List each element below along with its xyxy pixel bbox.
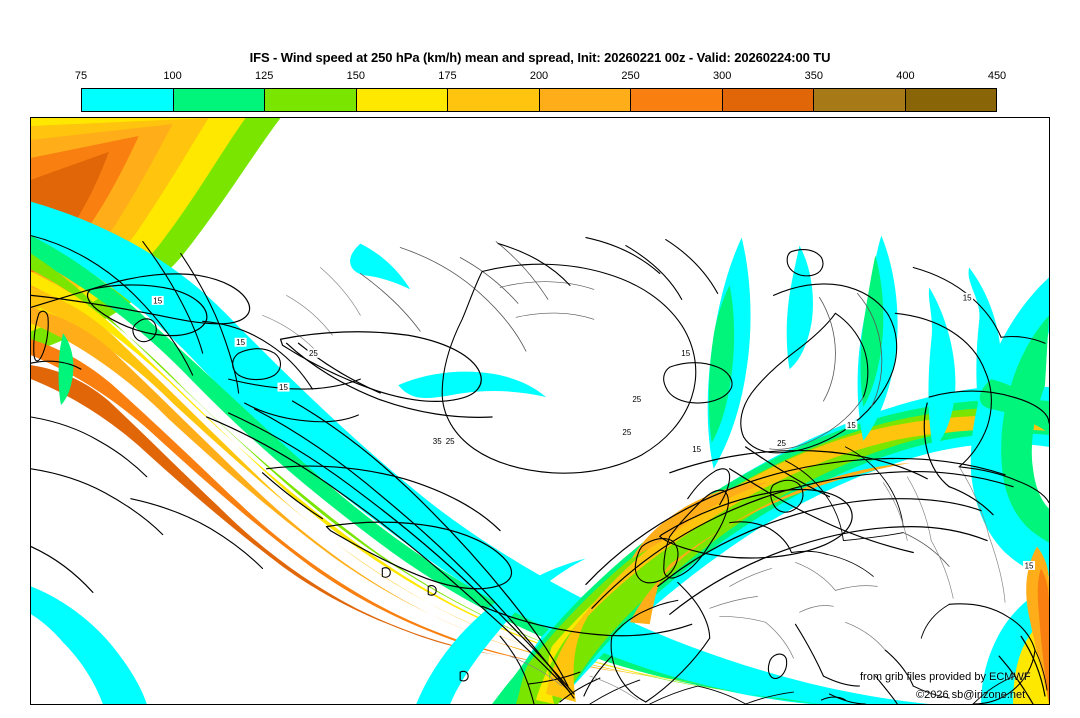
windspeed-filled-contours — [31, 118, 1049, 704]
data-source-credit: from grib files provided by ECMWF — [860, 671, 1031, 683]
colorbar-segment-250-300 — [631, 89, 723, 111]
contour-label-bg — [961, 292, 974, 302]
contour-label-25: 25 — [632, 395, 641, 404]
contour-label-15: 15 — [236, 338, 245, 347]
colorbar-segment-300-350 — [722, 89, 814, 111]
contour-label-bg — [630, 394, 643, 404]
contour-label-bg — [444, 436, 457, 446]
contour-label-bg — [234, 337, 247, 347]
colorbar-tick-75: 75 — [74, 70, 88, 82]
colorbar-segment-200-250 — [539, 89, 631, 111]
contour-label-15: 15 — [963, 293, 972, 302]
colorbar-tick-250: 250 — [621, 70, 640, 82]
weather-map[interactable]: 151515152535252525152515151515 — [31, 118, 1049, 704]
contour-label-bg — [620, 427, 633, 437]
contour-label-bg — [431, 436, 444, 446]
colorbar-segment-125-150 — [265, 89, 357, 111]
colorbar-segment-400-450 — [905, 89, 996, 111]
colorbar-tick-400: 400 — [896, 70, 915, 82]
map-panel[interactable]: 151515152535252525152515151515 — [30, 117, 1050, 705]
contour-label-15: 15 — [153, 296, 162, 305]
colorbar-tick-300: 300 — [713, 70, 732, 82]
colorbar-segment-175-200 — [448, 89, 540, 111]
contour-label-bg — [690, 444, 703, 454]
colorbar-tick-350: 350 — [804, 70, 823, 82]
contour-label-25: 25 — [777, 439, 786, 448]
contour-label-25: 25 — [309, 349, 318, 358]
colorbar-segment-350-400 — [814, 89, 906, 111]
colorbar-tick-450: 450 — [987, 70, 1007, 82]
contour-label-bg — [775, 438, 788, 448]
colorbar-segments — [81, 88, 997, 112]
colorbar-tick-100: 100 — [163, 70, 182, 82]
contour-label-25: 25 — [622, 428, 631, 437]
colorbar-segment-75-100 — [82, 89, 174, 111]
colorbar — [81, 88, 997, 112]
colorbar-segment-100-125 — [173, 89, 265, 111]
contour-label-25: 25 — [446, 437, 455, 446]
contour-label-bg — [679, 348, 692, 358]
contour-label-bg — [277, 382, 290, 392]
copyright-credit: ©2026 sb@irizone.net — [916, 689, 1026, 701]
colorbar-tick-175: 175 — [438, 70, 457, 82]
colorbar-tick-125: 125 — [255, 70, 274, 82]
colorbar-tick-200: 200 — [529, 70, 549, 82]
contour-label-15: 15 — [681, 349, 690, 358]
contour-value-labels: 151515152535252525152515151515 — [151, 292, 1036, 570]
spread-contours — [31, 273, 1049, 704]
contour-label-15: 15 — [279, 383, 288, 392]
colorbar-tick-150: 150 — [346, 70, 365, 82]
contour-label-15: 15 — [1025, 561, 1034, 570]
colorbar-segment-150-175 — [356, 89, 448, 111]
contour-label-bg — [845, 420, 858, 430]
contour-label-bg — [151, 295, 164, 305]
contour-label-35: 35 — [433, 437, 442, 446]
contour-label-15: 15 — [692, 445, 701, 454]
chart-title: IFS - Wind speed at 250 hPa (km/h) mean … — [249, 50, 831, 65]
contour-label-bg — [307, 348, 320, 358]
colorbar-tick-labels: 75 100 125 150 175 200 250 300 350 400 450 — [75, 70, 1006, 84]
contour-label-15: 15 — [847, 421, 856, 430]
contour-label-bg — [1023, 560, 1036, 570]
coastlines — [31, 235, 1049, 704]
